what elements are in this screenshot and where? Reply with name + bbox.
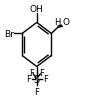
Text: Br: Br xyxy=(4,30,14,39)
Text: F: F xyxy=(39,68,44,77)
Text: F: F xyxy=(29,68,34,77)
Text: H: H xyxy=(54,18,60,27)
Text: OH: OH xyxy=(30,4,44,13)
Text: F: F xyxy=(26,74,31,83)
Text: F: F xyxy=(34,87,39,96)
Text: S: S xyxy=(34,74,40,84)
Text: F: F xyxy=(43,74,48,83)
Text: O: O xyxy=(63,18,70,27)
